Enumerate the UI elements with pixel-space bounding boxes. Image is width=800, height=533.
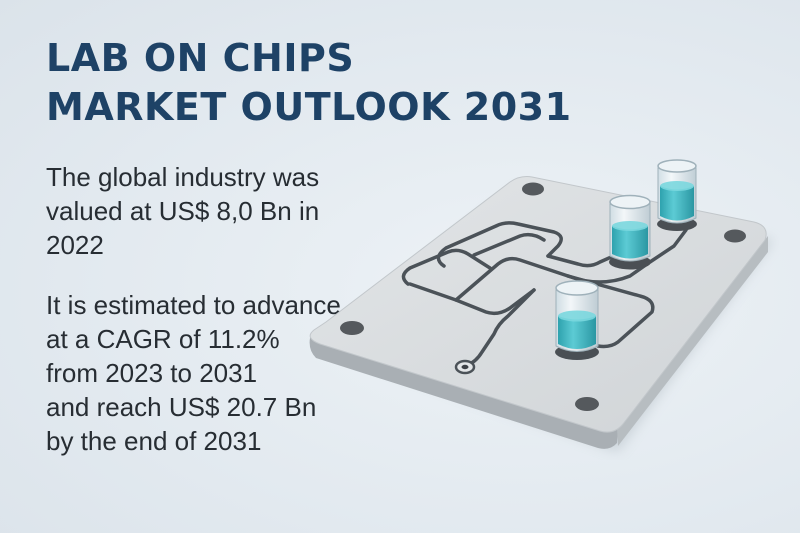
title-line-2: MARKET OUTLOOK 2031	[46, 85, 572, 129]
valuation-line-3: 2022	[46, 230, 104, 260]
page-title: LAB ON CHIPS MARKET OUTLOOK 2031	[46, 34, 572, 132]
forecast-line-1: It is estimated to advance	[46, 290, 341, 320]
sample-vial	[657, 159, 697, 231]
forecast-line-3: from 2023 to 2031	[46, 358, 258, 388]
valuation-line-1: The global industry was	[46, 162, 320, 192]
chip-side-right	[617, 236, 768, 446]
title-line-1: LAB ON CHIPS	[46, 36, 355, 80]
forecast-line-4: and reach US$ 20.7 Bn	[46, 392, 317, 422]
inlet-port-hole	[461, 364, 469, 370]
microfluidic-channels	[401, 221, 688, 368]
sample-vial	[555, 280, 599, 360]
lab-on-chip-illustration	[309, 159, 774, 452]
forecast-line-5: by the end of 2031	[46, 426, 262, 456]
mounting-hole	[340, 321, 364, 335]
mounting-hole	[724, 229, 746, 243]
forecast-paragraph: It is estimated to advance at a CAGR of …	[46, 288, 341, 458]
forecast-line-2: at a CAGR of 11.2%	[46, 324, 280, 354]
valuation-line-2: valued at US$ 8,0 Bn in	[46, 196, 320, 226]
valuation-paragraph: The global industry was valued at US$ 8,…	[46, 160, 319, 262]
mounting-hole	[522, 182, 544, 196]
chip-surface	[309, 176, 767, 433]
sample-vial	[609, 194, 651, 270]
mounting-hole	[575, 397, 599, 411]
